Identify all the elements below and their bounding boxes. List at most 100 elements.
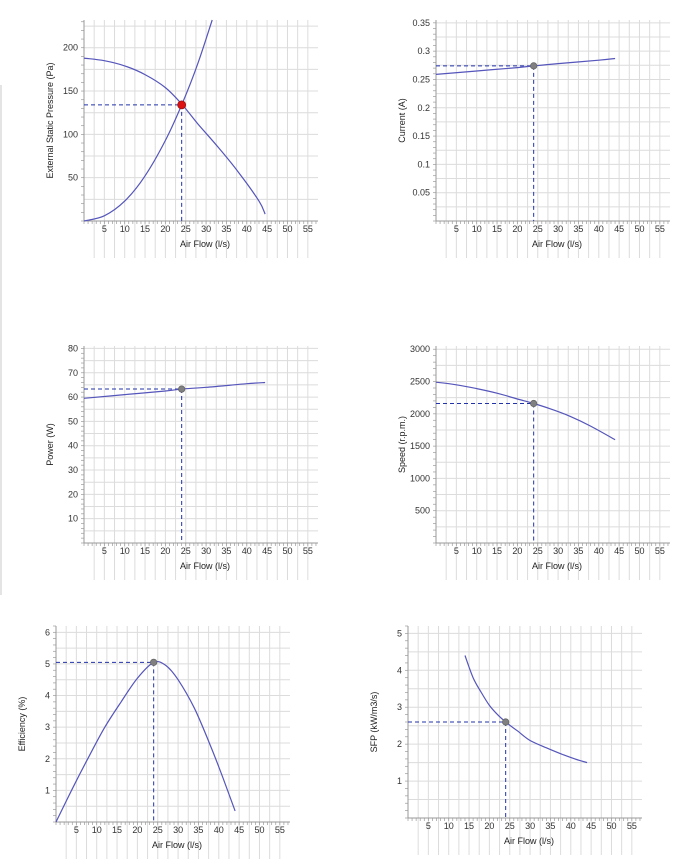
x-tick-label: 30 <box>173 825 183 835</box>
x-axis-title: Air Flow (l/s) <box>180 239 230 249</box>
x-tick-label: 15 <box>140 224 150 234</box>
chart-speed: 5 10 15 20 25 30 35 40 45 50 55 500 1000 1500 2000 2500… <box>397 344 670 580</box>
x-tick-label: 10 <box>120 546 130 556</box>
x-tick-label: 15 <box>112 825 122 835</box>
x-tick-label: 45 <box>234 825 244 835</box>
chart-power: 5 10 15 20 25 30 35 40 45 50 55 10 20 30 40 50 60 70 80 Air… <box>45 343 318 580</box>
x-tick-label: 15 <box>464 821 474 831</box>
x-tick-label: 10 <box>444 821 454 831</box>
y-tick-label: 2 <box>397 739 402 749</box>
chart-pressure: 5 10 15 20 25 30 35 40 45 50 55 50 100 150 200 Air Flow… <box>45 19 318 258</box>
x-tick-label: 20 <box>160 546 170 556</box>
x-tick-label: 45 <box>586 821 596 831</box>
x-tick-label: 25 <box>181 546 191 556</box>
x-tick-label: 40 <box>566 821 576 831</box>
operating-point-marker <box>530 399 538 408</box>
x-tick-label: 35 <box>193 825 203 835</box>
x-tick-label: 5 <box>454 546 459 556</box>
x-tick-label: 50 <box>254 825 264 835</box>
x-tick-label: 55 <box>303 224 313 234</box>
y-tick-label: 4 <box>397 665 402 675</box>
x-tick-label: 10 <box>472 224 482 234</box>
x-tick-label: 30 <box>525 821 535 831</box>
x-tick-label: 35 <box>573 224 583 234</box>
left-edge-bar <box>0 85 2 595</box>
x-tick-label: 5 <box>74 825 79 835</box>
x-axis-title: Air Flow (l/s) <box>532 239 582 249</box>
x-tick-label: 20 <box>484 821 494 831</box>
x-tick-label: 35 <box>573 546 583 556</box>
x-tick-label: 15 <box>492 546 502 556</box>
y-tick-label: 3 <box>45 722 50 732</box>
y-tick-label: 2500 <box>410 377 430 387</box>
x-tick-label: 10 <box>92 825 102 835</box>
series-line-2 <box>83 19 213 222</box>
y-axis-title: SFP (kW/m3/s) <box>369 692 379 753</box>
x-tick-label: 35 <box>545 821 555 831</box>
x-tick-label: 15 <box>492 224 502 234</box>
x-tick-label: 40 <box>594 224 604 234</box>
x-tick-label: 30 <box>201 546 211 556</box>
operating-point-marker <box>502 718 510 726</box>
x-tick-label: 10 <box>120 224 130 234</box>
y-tick-label: 0.3 <box>417 46 430 56</box>
y-axis-title: External Static Pressure (Pa) <box>45 62 55 178</box>
x-tick-label: 5 <box>102 546 107 556</box>
y-tick-label: 500 <box>415 506 430 516</box>
x-tick-label: 10 <box>472 546 482 556</box>
y-tick-label: 0.1 <box>417 159 430 169</box>
y-tick-label: 2 <box>45 754 50 764</box>
y-axis-title: Efficiency (%) <box>17 697 27 752</box>
x-tick-label: 55 <box>275 825 285 835</box>
y-tick-label: 1 <box>397 776 402 786</box>
x-axis-title: Air Flow (l/s) <box>152 840 202 850</box>
y-tick-label: 100 <box>63 129 78 139</box>
y-tick-label: 60 <box>68 392 78 402</box>
x-tick-label: 50 <box>282 546 292 556</box>
x-tick-label: 45 <box>262 546 272 556</box>
operating-point-marker <box>177 100 187 110</box>
x-tick-label: 40 <box>242 546 252 556</box>
y-tick-label: 1500 <box>410 441 430 451</box>
x-tick-label: 5 <box>454 224 459 234</box>
x-tick-label: 50 <box>634 224 644 234</box>
x-tick-label: 35 <box>221 224 231 234</box>
x-tick-label: 45 <box>614 224 624 234</box>
series-line-1 <box>464 655 588 764</box>
x-tick-label: 40 <box>214 825 224 835</box>
y-tick-label: 70 <box>68 368 78 378</box>
y-tick-label: 1 <box>45 785 50 795</box>
series-line-1 <box>435 381 616 441</box>
x-tick-label: 25 <box>533 546 543 556</box>
chart-current: 5 10 15 20 25 30 35 40 45 50 55 0.05 0.1 0.15 0.2 0.25 0… <box>397 18 670 258</box>
y-tick-label: 150 <box>63 86 78 96</box>
y-tick-label: 0.15 <box>412 131 430 141</box>
x-tick-label: 50 <box>634 546 644 556</box>
x-tick-label: 20 <box>512 546 522 556</box>
x-tick-label: 40 <box>242 224 252 234</box>
x-tick-label: 25 <box>505 821 515 831</box>
x-tick-label: 55 <box>627 821 637 831</box>
y-tick-label: 3 <box>397 702 402 712</box>
y-tick-label: 200 <box>63 43 78 53</box>
x-tick-label: 30 <box>553 224 563 234</box>
x-tick-label: 5 <box>102 224 107 234</box>
y-tick-label: 4 <box>45 691 50 701</box>
y-tick-label: 0.35 <box>412 18 430 28</box>
operating-point-marker <box>178 385 186 393</box>
y-tick-label: 30 <box>68 465 78 475</box>
y-axis-title: Speed (r.p.m.) <box>397 416 407 473</box>
x-axis-title: Air Flow (l/s) <box>532 561 582 571</box>
x-tick-label: 25 <box>533 224 543 234</box>
y-tick-label: 5 <box>45 659 50 669</box>
x-axis-title: Air Flow (l/s) <box>180 561 230 571</box>
x-tick-label: 55 <box>303 546 313 556</box>
y-axis-title: Power (W) <box>45 423 55 466</box>
x-tick-label: 55 <box>655 224 665 234</box>
x-tick-label: 25 <box>153 825 163 835</box>
x-tick-label: 35 <box>221 546 231 556</box>
x-axis-title: Air Flow (l/s) <box>504 836 554 846</box>
